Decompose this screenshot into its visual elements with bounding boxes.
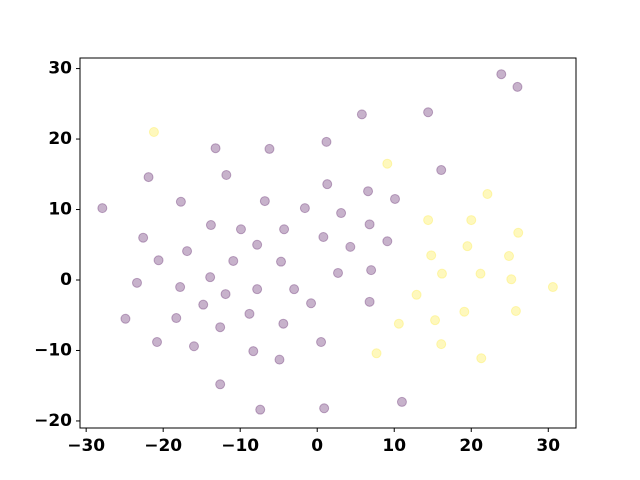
x-tick-label: 10 — [382, 436, 406, 456]
point — [423, 107, 434, 118]
point — [316, 337, 327, 348]
point — [510, 306, 521, 317]
point — [466, 215, 477, 226]
y-tick-label: −10 — [34, 340, 72, 360]
point — [274, 354, 285, 365]
point — [143, 172, 154, 183]
point — [138, 232, 149, 243]
point — [210, 143, 221, 154]
point — [276, 256, 287, 267]
x-tick-label: 30 — [536, 436, 560, 456]
point — [322, 179, 333, 190]
y-tick-label: 20 — [48, 129, 72, 149]
point — [512, 81, 523, 92]
point — [393, 318, 404, 329]
x-tick-label: 0 — [311, 436, 323, 456]
point — [252, 284, 263, 295]
plot-frame — [79, 57, 577, 429]
point — [205, 272, 216, 283]
y-tick-label: −20 — [34, 411, 72, 431]
point — [221, 169, 232, 180]
point — [175, 282, 186, 293]
point — [462, 241, 473, 252]
point — [175, 196, 186, 207]
point — [430, 315, 441, 326]
point — [364, 296, 375, 307]
point — [482, 189, 493, 200]
point — [333, 267, 344, 278]
point — [436, 165, 447, 176]
x-tick-label: −20 — [144, 436, 182, 456]
point — [153, 255, 164, 266]
point — [321, 136, 332, 147]
point — [255, 404, 266, 415]
x-tick-label: −30 — [67, 436, 105, 456]
point — [289, 284, 300, 295]
point — [319, 403, 330, 414]
y-tick-label: 0 — [60, 270, 72, 290]
x-tick-label: 20 — [459, 436, 483, 456]
point — [426, 250, 437, 261]
point — [513, 227, 524, 238]
y-tick-label: 10 — [48, 200, 72, 220]
point — [148, 127, 159, 137]
point — [215, 322, 226, 333]
point — [235, 224, 246, 235]
point — [423, 215, 434, 226]
point — [171, 313, 182, 324]
point — [228, 255, 239, 266]
point — [215, 379, 226, 390]
point — [131, 277, 142, 288]
point — [244, 308, 255, 319]
point — [220, 289, 231, 300]
point — [476, 353, 487, 364]
point — [259, 196, 270, 207]
point — [299, 203, 310, 214]
point — [475, 268, 486, 279]
point — [547, 282, 558, 293]
point — [356, 109, 367, 120]
point — [152, 337, 163, 348]
point — [506, 274, 517, 285]
point — [188, 341, 199, 352]
point — [97, 203, 108, 214]
point — [279, 224, 290, 235]
point — [363, 186, 374, 197]
point — [318, 232, 329, 243]
point — [366, 265, 377, 276]
point — [503, 251, 514, 262]
point — [205, 220, 216, 231]
point — [411, 289, 422, 300]
point — [120, 313, 131, 324]
point — [364, 219, 375, 230]
point — [336, 208, 347, 219]
point — [496, 69, 507, 80]
x-tick-label: −10 — [221, 436, 259, 456]
point — [182, 246, 193, 257]
point — [198, 299, 209, 310]
point — [390, 193, 401, 204]
point — [459, 306, 470, 317]
point — [371, 348, 382, 359]
point — [278, 318, 289, 329]
point — [382, 236, 393, 247]
point — [436, 339, 447, 350]
point — [306, 298, 317, 309]
point — [264, 143, 275, 154]
point — [436, 268, 447, 279]
y-tick-label: 30 — [48, 59, 72, 79]
point — [382, 158, 393, 169]
point — [248, 346, 259, 357]
point — [252, 239, 263, 250]
point — [345, 241, 356, 252]
point — [396, 396, 407, 407]
